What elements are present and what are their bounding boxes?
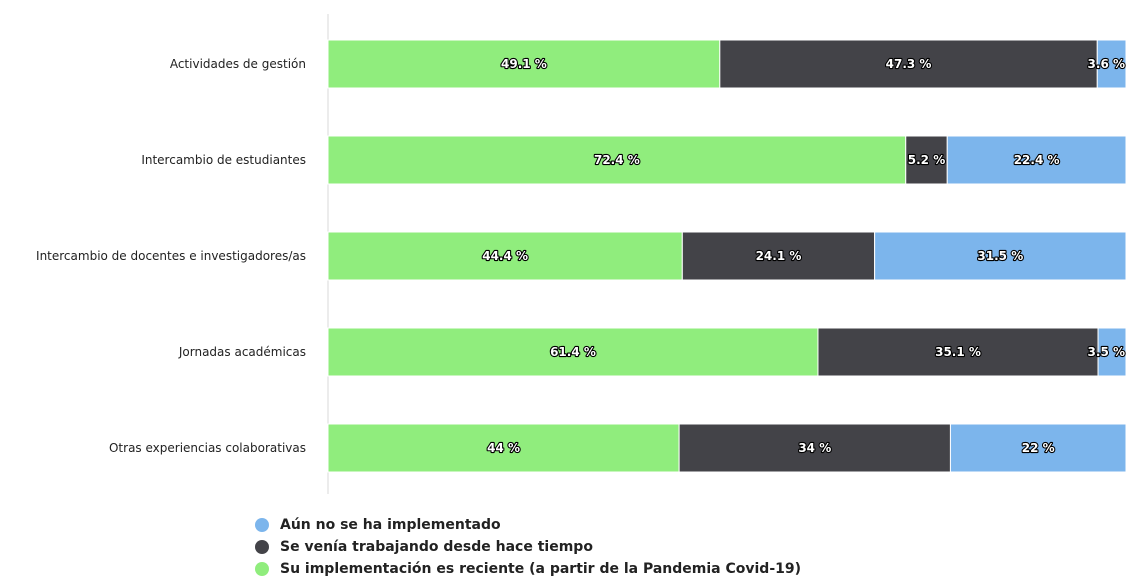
data-label: 49.1 %	[501, 57, 547, 71]
legend-label: Su implementación es reciente (a partir …	[280, 561, 802, 577]
legend-item[interactable]: Aún no se ha implementado	[255, 514, 801, 536]
bar-segment[interactable]	[946, 135, 1127, 185]
bar-segment[interactable]	[949, 423, 1127, 473]
legend-item[interactable]: Su implementación es reciente (a partir …	[255, 558, 801, 580]
data-label: 5.2 %	[908, 153, 945, 167]
bar-segment[interactable]	[327, 327, 819, 377]
bar-segment[interactable]	[327, 423, 680, 473]
bar-segment[interactable]	[1097, 327, 1127, 377]
data-label: 47.3 %	[886, 57, 932, 71]
bar-segment[interactable]	[1096, 39, 1127, 89]
data-label: 44 %	[487, 441, 520, 455]
bar-segment[interactable]	[681, 231, 876, 281]
category-label: Actividades de gestión	[170, 57, 306, 71]
legend-label: Aún no se ha implementado	[280, 517, 501, 533]
bar-segment[interactable]	[678, 423, 951, 473]
bar-segment[interactable]	[817, 327, 1099, 377]
bar-segment[interactable]	[874, 231, 1127, 281]
category-label: Jornadas académicas	[178, 345, 306, 359]
legend-dot-icon	[255, 518, 269, 532]
category-label: Otras experiencias colaborativas	[109, 441, 306, 455]
legend-label: Se venía trabajando desde hace tiempo	[280, 539, 593, 555]
legend: Aún no se ha implementado Se venía trabaj…	[255, 514, 801, 580]
legend-dot-icon	[255, 562, 269, 576]
stacked-bar-chart: Actividades de gestión 49.1 % 47.3 % 3.6 % I…	[36, 14, 1127, 494]
data-label: 24.1 %	[756, 249, 802, 263]
legend-item[interactable]: Se venía trabajando desde hace tiempo	[255, 536, 801, 558]
category-label: Intercambio de docentes e investigadores…	[36, 249, 306, 263]
data-label: 22 %	[1022, 441, 1055, 455]
legend-dot-icon	[255, 540, 269, 554]
category-label: Intercambio de estudiantes	[141, 153, 306, 167]
data-label: 3.6 %	[1088, 57, 1125, 71]
data-label: 31.5 %	[977, 249, 1023, 263]
data-label: 61.4 %	[550, 345, 596, 359]
data-label: 34 %	[798, 441, 831, 455]
bar-segment[interactable]	[327, 39, 721, 89]
data-label: 3.5 %	[1088, 345, 1125, 359]
data-label: 35.1 %	[935, 345, 981, 359]
bar-segment[interactable]	[719, 39, 1098, 89]
data-label: 22.4 %	[1014, 153, 1060, 167]
data-label: 44.4 %	[482, 249, 528, 263]
data-label: 72.4 %	[594, 153, 640, 167]
